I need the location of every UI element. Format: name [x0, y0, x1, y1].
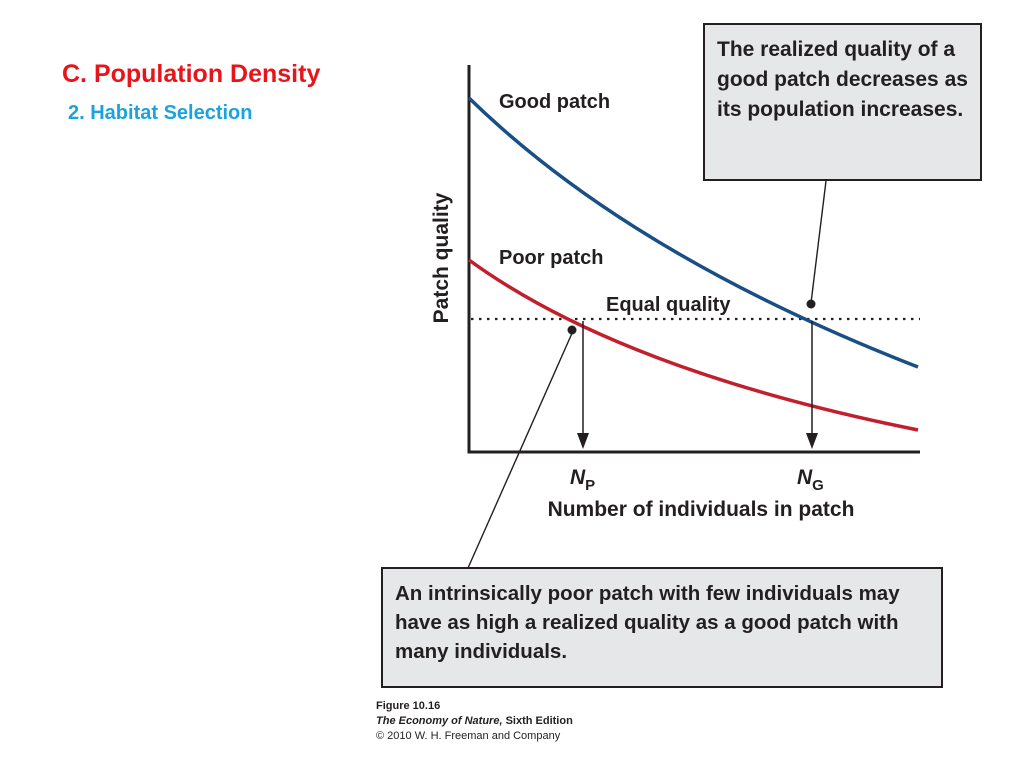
- slide-subtitle: 2. Habitat Selection: [68, 102, 253, 124]
- figure-number: Figure 10.16: [376, 700, 441, 712]
- slide-title: C. Population Density: [62, 60, 321, 88]
- np-label: NP: [570, 466, 595, 494]
- poor-patch-label: Poor patch: [499, 247, 603, 269]
- top-callout-pointer: [810, 180, 827, 304]
- bottom-callout-pointer: [467, 330, 574, 569]
- np-intersection-dot: [567, 325, 577, 335]
- ng-label: NG: [797, 466, 824, 494]
- np-arrowhead: [577, 433, 589, 449]
- good-patch-label: Good patch: [499, 91, 610, 113]
- equal-quality-label: Equal quality: [606, 294, 731, 316]
- y-axis-label: Patch quality: [430, 192, 453, 323]
- copyright: © 2010 W. H. Freeman and Company: [376, 729, 561, 742]
- ng-arrowhead: [806, 433, 818, 449]
- poor-patch-curve: [467, 258, 919, 432]
- good-patch-callout: The realized quality of a good patch dec…: [703, 23, 982, 181]
- ng-intersection-dot: [806, 299, 816, 309]
- figure-credit: Figure 10.16 The Economy of Nature, Sixt…: [376, 699, 573, 744]
- good-patch-curve: [467, 96, 919, 369]
- book-title: The Economy of Nature,: [376, 714, 503, 727]
- poor-patch-callout: An intrinsically poor patch with few ind…: [381, 567, 943, 688]
- x-axis-label: Number of individuals in patch: [548, 498, 855, 521]
- edition: Sixth Edition: [502, 714, 573, 727]
